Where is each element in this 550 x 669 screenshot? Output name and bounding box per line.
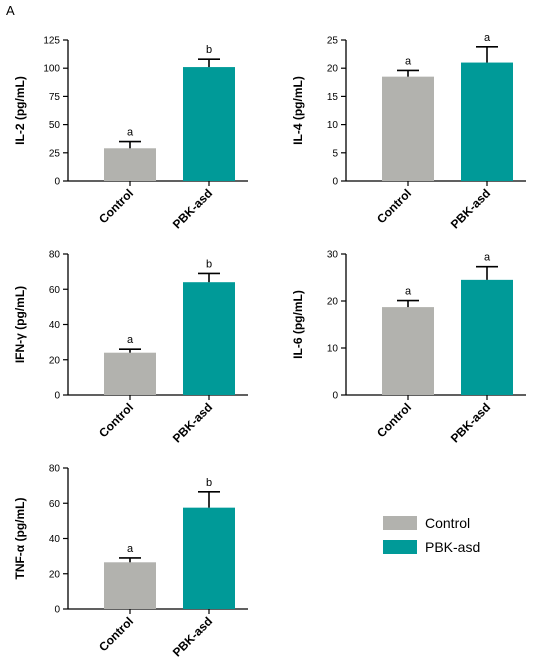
- chart2-ytick-label-2: 40: [49, 320, 61, 331]
- panel-label: A: [6, 3, 15, 18]
- chart3-ytick-label-0: 0: [332, 391, 338, 402]
- chart2-sig-label-1: b: [206, 258, 212, 270]
- chart4-ytick-label-3: 60: [49, 499, 61, 510]
- chart1-bar-0: [382, 76, 434, 181]
- tnf-alpha-chart-svg: 0 20 40 60 80 TNF-α (pg/mL) a Control b PBK-asd: [13, 464, 248, 659]
- il2-chart: 0 25 50 75 100 125 IL-2 (pg/mL) a Control b PBK-as…: [0, 26, 272, 241]
- chart4-sig-label-0: a: [127, 543, 134, 555]
- tnf-alpha-chart: 0 20 40 60 80 TNF-α (pg/mL) a Control b PBK-asd: [0, 454, 272, 669]
- chart2-ytick-label-0: 0: [54, 391, 60, 402]
- chart4-ytick-label-1: 20: [49, 569, 61, 580]
- chart1-ytick-label-5: 25: [327, 36, 339, 47]
- legend-swatch-control: [383, 516, 417, 530]
- chart1-ytick-label-0: 0: [332, 177, 338, 188]
- chart0-sig-label-1: b: [206, 44, 212, 56]
- chart4-ytick-label-4: 80: [49, 464, 61, 475]
- chart0-ytick-label-3: 75: [49, 92, 61, 103]
- legend-label-control: Control: [425, 515, 471, 531]
- chart3-category-label-1: PBK-asd: [448, 400, 493, 445]
- chart0-bar-1: [183, 67, 235, 181]
- chart3-ytick-label-3: 30: [327, 250, 339, 261]
- chart0-ytick-label-1: 25: [49, 148, 61, 159]
- chart4-category-label-0: Control: [96, 614, 136, 654]
- chart0-bar-0: [104, 148, 156, 181]
- chart1-category-label-0: Control: [374, 186, 414, 226]
- legend-label-pbk-asd: PBK-asd: [425, 539, 481, 555]
- chart0-ytick-label-0: 0: [54, 177, 60, 188]
- chart2-bar-0: [104, 352, 156, 395]
- chart4-ytick-label-2: 40: [49, 534, 61, 545]
- chart1-ytick-label-2: 10: [327, 120, 339, 131]
- chart3-ytick-label-2: 20: [327, 297, 339, 308]
- il6-chart-svg: 0 10 20 30 IL-6 (pg/mL) a Control a PBK-asd: [291, 250, 526, 445]
- legend: Control PBK-asd: [383, 512, 480, 560]
- chart3-bar-1: [461, 279, 513, 395]
- chart3-sig-label-1: a: [484, 252, 491, 264]
- legend-swatch-pbk-asd: [383, 540, 417, 554]
- chart0-ytick-label-5: 125: [43, 36, 60, 47]
- chart1-sig-label-1: a: [484, 32, 491, 44]
- chart0-ylabel: IL-2 (pg/mL): [13, 76, 27, 145]
- il6-chart: 0 10 20 30 IL-6 (pg/mL) a Control a PBK-asd: [278, 240, 550, 455]
- chart3-bar-0: [382, 307, 434, 395]
- chart0-ytick-label-4: 100: [43, 64, 60, 75]
- il4-chart: 0 5 10 15 20 25 IL-4 (pg/mL) a Control a PBK-asd: [278, 26, 550, 241]
- chart0-ytick-label-2: 50: [49, 120, 61, 131]
- chart2-sig-label-0: a: [127, 334, 134, 346]
- chart0-category-label-0: Control: [96, 186, 136, 226]
- chart1-ytick-label-1: 5: [332, 148, 338, 159]
- chart2-bar-1: [183, 282, 235, 395]
- il4-chart-svg: 0 5 10 15 20 25 IL-4 (pg/mL) a Control a PBK-asd: [291, 32, 526, 231]
- ifn-gamma-chart: 0 20 40 60 80 IFN-γ (pg/mL) a Control b PBK-asd: [0, 240, 272, 455]
- chart2-ytick-label-1: 20: [49, 355, 61, 366]
- chart2-ylabel: IFN-γ (pg/mL): [13, 286, 27, 363]
- chart4-ytick-label-0: 0: [54, 605, 60, 616]
- chart4-sig-label-1: b: [206, 477, 212, 489]
- chart1-ylabel: IL-4 (pg/mL): [291, 76, 305, 145]
- chart1-bar-1: [461, 62, 513, 182]
- legend-item-control: Control: [383, 512, 480, 534]
- ifn-gamma-chart-svg: 0 20 40 60 80 IFN-γ (pg/mL) a Control b PBK-asd: [13, 250, 248, 445]
- chart3-category-label-0: Control: [374, 400, 414, 440]
- chart1-sig-label-0: a: [405, 55, 412, 67]
- chart1-category-label-1: PBK-asd: [448, 186, 493, 231]
- il2-chart-svg: 0 25 50 75 100 125 IL-2 (pg/mL) a Control b PBK-as…: [13, 36, 248, 231]
- chart2-ytick-label-4: 80: [49, 250, 61, 261]
- chart4-bar-0: [104, 562, 156, 609]
- chart2-ytick-label-3: 60: [49, 285, 61, 296]
- chart1-ytick-label-4: 20: [327, 64, 339, 75]
- chart0-sig-label-0: a: [127, 127, 134, 139]
- chart2-category-label-0: Control: [96, 400, 136, 440]
- chart3-ytick-label-1: 10: [327, 344, 339, 355]
- chart4-ylabel: TNF-α (pg/mL): [13, 497, 27, 579]
- chart4-category-label-1: PBK-asd: [170, 614, 215, 659]
- chart4-bar-1: [183, 507, 235, 609]
- chart1-ytick-label-3: 15: [327, 92, 339, 103]
- chart3-ylabel: IL-6 (pg/mL): [291, 290, 305, 359]
- chart0-category-label-1: PBK-asd: [170, 186, 215, 231]
- chart2-category-label-1: PBK-asd: [170, 400, 215, 445]
- legend-item-pbk-asd: PBK-asd: [383, 536, 480, 558]
- chart3-sig-label-0: a: [405, 286, 412, 298]
